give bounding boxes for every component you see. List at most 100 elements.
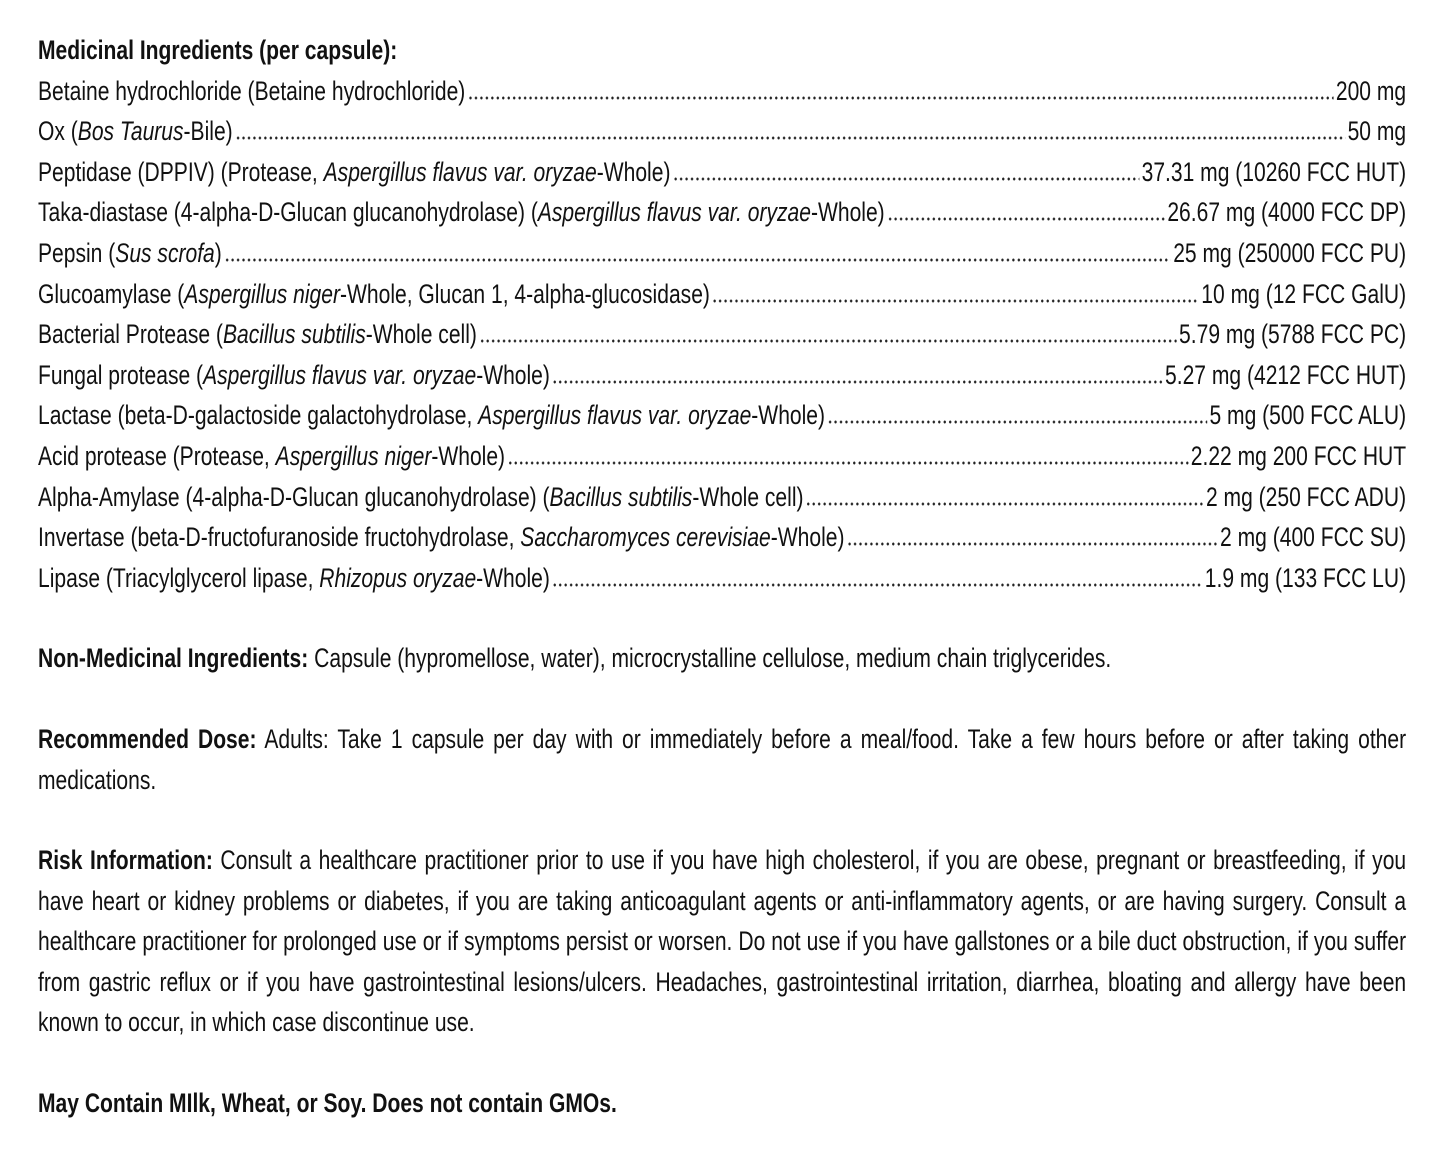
dose-label: Recommended Dose: (38, 723, 257, 754)
ingredient-row: Acid protease (Protease, Aspergillus nig… (38, 436, 1406, 477)
ingredient-name-part: -Whole) (770, 522, 845, 553)
ingredient-species: Aspergillus niger (184, 278, 341, 309)
ingredient-name: Bacterial Protease (Bacillus subtilis-Wh… (38, 314, 477, 355)
ingredient-species: Bos Taurus (77, 116, 184, 147)
ingredient-name: Acid protease (Protease, Aspergillus nig… (38, 436, 505, 477)
ingredient-amount: 2.22 mg 200 FCC HUT (1190, 440, 1407, 471)
ingredient-name-part: Taka-diastase (4-alpha-D-Glucan glucanoh… (38, 197, 538, 228)
ingredient-amount: 26.67 mg (4000 FCC DP) (1167, 197, 1407, 228)
ingredient-name: Glucoamylase (Aspergillus niger-Whole, G… (38, 274, 710, 315)
ingredient-species: Aspergillus flavus var. oryzae (537, 197, 811, 228)
ingredient-name: Peptidase (DPPIV) (Protease, Aspergillus… (38, 152, 670, 193)
ingredient-species: Aspergillus flavus var. oryzae (478, 400, 752, 431)
ingredient-list: Betaine hydrochloride (Betaine hydrochlo… (38, 71, 1406, 599)
ingredient-row: Betaine hydrochloride (Betaine hydrochlo… (38, 71, 1406, 112)
dot-leader (552, 379, 1163, 384)
ingredient-name-part: ) (214, 237, 222, 268)
non-medicinal-text: Capsule (hypromellose, water), microcrys… (308, 643, 1112, 674)
ingredient-amount: 1.9 mg (133 FCC LU) (1204, 562, 1407, 593)
ingredient-name-part: Alpha-Amylase (4-alpha-D-Glucan glucanoh… (38, 481, 550, 512)
ingredient-name: Lipase (Triacylglycerol lipase, Rhizopus… (38, 558, 550, 599)
non-medicinal-ingredients: Non-Medicinal Ingredients: Capsule (hypr… (38, 638, 1406, 679)
dot-leader (805, 501, 1204, 506)
dot-leader (827, 420, 1208, 425)
ingredient-species: Aspergillus flavus var. oryzae (203, 359, 477, 390)
ingredient-row: Invertase (beta-D-fructofuranoside fruct… (38, 517, 1406, 558)
ingredient-name: Alpha-Amylase (4-alpha-D-Glucan glucanoh… (38, 477, 804, 518)
ingredient-name-part: -Whole) (431, 440, 506, 471)
ingredient-row: Ox (Bos Taurus-Bile) 50 mg (38, 111, 1406, 152)
ingredient-name: Invertase (beta-D-fructofuranoside fruct… (38, 517, 844, 558)
medicinal-heading: Medicinal Ingredients (per capsule): (38, 35, 398, 65)
dot-leader (224, 257, 1171, 262)
ingredient-name-part: -Whole) (810, 197, 885, 228)
ingredient-name-part: Bacterial Protease ( (38, 319, 223, 350)
dot-leader (887, 217, 1166, 222)
ingredient-name-part: -Whole) (596, 156, 671, 187)
dot-leader (846, 542, 1218, 547)
ingredient-amount: 2 mg (400 FCC SU) (1220, 522, 1407, 553)
ingredient-name-part: Lipase (Triacylglycerol lipase, (38, 562, 320, 593)
ingredient-name-part: -Whole cell) (365, 319, 477, 350)
ingredient-amount: 5.79 mg (5788 FCC PC) (1179, 319, 1407, 350)
ingredient-name: Betaine hydrochloride (Betaine hydrochlo… (38, 71, 465, 112)
dot-leader (712, 298, 1199, 303)
ingredient-name-part: -Bile) (183, 116, 233, 147)
ingredient-name-part: -Whole cell) (692, 481, 804, 512)
ingredient-species: Aspergillus flavus var. oryzae (323, 156, 597, 187)
ingredient-amount: 25 mg (250000 FCC PU) (1173, 237, 1407, 268)
dot-leader (507, 460, 1189, 465)
ingredient-name-part: Peptidase (DPPIV) (Protease, (38, 156, 324, 187)
ingredient-row: Alpha-Amylase (4-alpha-D-Glucan glucanoh… (38, 477, 1406, 518)
ingredient-species: Bacillus subtilis (549, 481, 693, 512)
ingredient-row: Glucoamylase (Aspergillus niger-Whole, G… (38, 274, 1406, 315)
ingredient-name-part: Betaine hydrochloride (Betaine hydrochlo… (38, 75, 466, 106)
ingredient-name-part: -Whole) (476, 359, 550, 390)
allergen-statement: May Contain MIlk, Wheat, or Soy. Does no… (38, 1088, 617, 1119)
ingredient-amount: 5 mg (500 FCC ALU) (1209, 400, 1407, 431)
ingredient-species: Sus scrofa (115, 237, 215, 268)
ingredient-row: Taka-diastase (4-alpha-D-Glucan glucanoh… (38, 192, 1406, 233)
ingredient-row: Lipase (Triacylglycerol lipase, Rhizopus… (38, 558, 1406, 599)
ingredient-name: Ox (Bos Taurus-Bile) (38, 111, 233, 152)
ingredient-row: Bacterial Protease (Bacillus subtilis-Wh… (38, 314, 1406, 355)
ingredient-name: Taka-diastase (4-alpha-D-Glucan glucanoh… (38, 192, 885, 233)
ingredient-species: Saccharomyces cerevisiae (520, 522, 771, 553)
ingredient-name-part: -Whole) (476, 562, 550, 593)
dot-leader (672, 176, 1140, 181)
ingredient-species: Bacillus subtilis (222, 319, 366, 350)
ingredient-name-part: -Whole, Glucan 1, 4-alpha-glucosidase) (340, 278, 710, 309)
dot-leader (479, 339, 1177, 344)
ingredient-row: Fungal protease (Aspergillus flavus var.… (38, 355, 1406, 396)
risk-text: Consult a healthcare practitioner prior … (38, 845, 1407, 1038)
ingredient-species: Aspergillus niger (275, 440, 432, 471)
ingredient-amount: 2 mg (250 FCC ADU) (1205, 481, 1407, 512)
ingredient-species: Rhizopus oryzae (319, 562, 477, 593)
ingredient-name: Pepsin (Sus scrofa) (38, 233, 222, 274)
ingredient-name-part: Ox ( (38, 116, 78, 147)
ingredient-name-part: Fungal protease ( (38, 359, 204, 390)
ingredient-row: Lactase (beta-D-galactoside galactohydro… (38, 395, 1406, 436)
non-medicinal-label: Non-Medicinal Ingredients: (38, 643, 309, 674)
ingredient-name-part: Pepsin ( (38, 237, 116, 268)
ingredient-name-part: Acid protease (Protease, (38, 440, 276, 471)
ingredient-row: Peptidase (DPPIV) (Protease, Aspergillus… (38, 152, 1406, 193)
ingredient-amount: 200 mg (1335, 75, 1407, 106)
ingredient-name: Fungal protease (Aspergillus flavus var.… (38, 355, 550, 396)
dot-leader (235, 136, 1346, 141)
ingredient-amount: 50 mg (1347, 116, 1407, 147)
product-label-document: Medicinal Ingredients (per capsule): Bet… (38, 30, 1406, 1124)
ingredient-name-part: Lactase (beta-D-galactoside galactohydro… (38, 400, 479, 431)
risk-label: Risk Information: (38, 845, 213, 876)
dose-text: Adults: Take 1 capsule per day with or i… (38, 723, 1407, 795)
ingredient-name-part: Invertase (beta-D-fructofuranoside fruct… (38, 522, 521, 553)
ingredient-amount: 5.27 mg (4212 FCC HUT) (1165, 359, 1407, 390)
dot-leader (467, 95, 1334, 100)
dot-leader (552, 582, 1203, 587)
ingredient-amount: 10 mg (12 FCC GalU) (1201, 278, 1407, 309)
ingredient-row: Pepsin (Sus scrofa) 25 mg (250000 FCC PU) (38, 233, 1406, 274)
ingredient-name-part: Glucoamylase ( (38, 278, 185, 309)
risk-information: Risk Information: Consult a healthcare p… (38, 840, 1406, 1043)
ingredient-name: Lactase (beta-D-galactoside galactohydro… (38, 395, 825, 436)
recommended-dose: Recommended Dose: Adults: Take 1 capsule… (38, 719, 1406, 800)
